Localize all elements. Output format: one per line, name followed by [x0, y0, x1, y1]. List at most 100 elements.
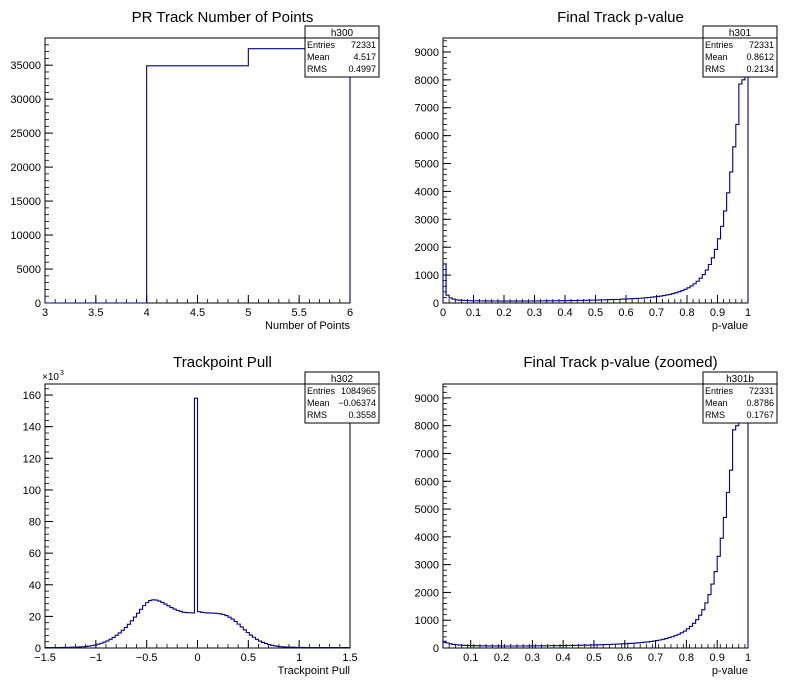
- y-tick-label: 8000: [415, 75, 439, 87]
- x-tick-label: 0.1: [463, 652, 478, 664]
- x-axis-label: Number of Points: [265, 320, 350, 332]
- stats-box-name: h301: [729, 28, 752, 39]
- y-tick-label: 100: [23, 485, 41, 497]
- y-tick-label: 5000: [17, 264, 41, 276]
- x-tick-label: −1: [90, 652, 103, 664]
- chart-title: PR Track Number of Points: [132, 9, 314, 26]
- x-tick-label: 0.3: [527, 307, 542, 319]
- y-tick-label: 6000: [415, 476, 439, 488]
- y-tick-label: 9000: [415, 47, 439, 59]
- stats-label: Mean: [307, 398, 330, 408]
- x-tick-label: 3.5: [88, 307, 103, 319]
- x-tick-label: 0.2: [494, 652, 509, 664]
- y-tick-label: 15000: [10, 196, 41, 208]
- x-tick-label: 6: [347, 307, 353, 319]
- stats-value: 0.8612: [746, 52, 774, 62]
- y-tick-label: 3000: [415, 560, 439, 572]
- x-tick-label: 0.7: [648, 652, 663, 664]
- stats-value: 72331: [749, 40, 774, 50]
- stats-label: RMS: [705, 64, 725, 74]
- y-tick-label: 2000: [415, 587, 439, 599]
- histogram-line: [44, 397, 351, 649]
- y-tick-label: 0: [35, 643, 41, 655]
- y-tick-label: 140: [23, 422, 41, 434]
- y-tick-label: 5000: [415, 504, 439, 516]
- stats-value: 1084965: [341, 386, 376, 396]
- y-tick-label: 30000: [10, 94, 41, 106]
- y-tick-label: 10000: [10, 230, 41, 242]
- y-tick-label: 7000: [415, 103, 439, 115]
- y-axis-multiplier-exponent: 3: [60, 370, 64, 377]
- x-tick-label: 0.7: [649, 307, 664, 319]
- x-tick-label: 0.5: [588, 307, 603, 319]
- chart-title: Final Track p-value: [557, 9, 684, 26]
- x-tick-label: 0.6: [618, 307, 633, 319]
- x-tick-label: 0.9: [710, 307, 725, 319]
- x-tick-label: 5.5: [292, 307, 307, 319]
- stats-value: 0.8786: [746, 398, 774, 408]
- histogram-panel-2: Final Track p-value 0 0.1 0.2 0.3 0.4 0.5 0.6 0.…: [415, 9, 778, 332]
- x-tick-label: 0.1: [466, 307, 481, 319]
- histogram-panel-1: PR Track Number of Points 3 3.5 4 4.5 5 5.5 6 0 5…: [10, 9, 380, 332]
- stats-box-name: h300: [331, 28, 354, 39]
- x-tick-label: 1: [745, 307, 751, 319]
- y-tick-label: 120: [23, 453, 41, 465]
- y-tick-label: 5000: [415, 159, 439, 171]
- y-tick-label: 60: [29, 548, 41, 560]
- x-tick-label: 0.4: [556, 652, 571, 664]
- x-tick-label: 0.9: [710, 652, 725, 664]
- y-tick-label: 4000: [415, 532, 439, 544]
- x-tick-label: 0.4: [557, 307, 572, 319]
- y-tick-label: 25000: [10, 128, 41, 140]
- stats-value: 0.4997: [348, 64, 376, 74]
- x-tick-label: 0.6: [617, 652, 632, 664]
- y-tick-label: 160: [23, 390, 41, 402]
- plot-frame: [44, 37, 351, 304]
- chart-title: Final Track p-value (zoomed): [523, 354, 717, 371]
- stats-box-frame: [304, 371, 380, 424]
- x-tick-label: 0.3: [525, 652, 540, 664]
- y-tick-label: 6000: [415, 131, 439, 143]
- y-tick-label: 2000: [415, 242, 439, 254]
- x-tick-label: 0.2: [496, 307, 511, 319]
- histogram-line: [442, 411, 749, 648]
- x-tick-label: 0.8: [679, 307, 694, 319]
- stats-value: 0.3558: [348, 410, 376, 420]
- y-tick-label: 4000: [415, 186, 439, 198]
- y-tick-label: 0: [35, 298, 41, 310]
- x-tick-label: 1.5: [342, 652, 357, 664]
- stats-box-name: h302: [331, 374, 354, 385]
- stats-box-name: h301b: [726, 374, 754, 385]
- stats-label: Mean: [705, 52, 728, 62]
- stats-label: Mean: [705, 398, 728, 408]
- stats-box-frame: [702, 25, 778, 78]
- x-tick-label: 4: [144, 307, 150, 319]
- x-tick-label: 1: [745, 652, 751, 664]
- x-axis-label: Trackpoint Pull: [278, 665, 350, 677]
- stats-value: −0.06374: [338, 398, 376, 408]
- stats-label: RMS: [307, 410, 327, 420]
- y-tick-label: 80: [29, 517, 41, 529]
- y-tick-label: 8000: [415, 421, 439, 433]
- x-tick-label: 3: [42, 307, 48, 319]
- stats-box-frame: [702, 371, 778, 424]
- x-tick-label: 0.8: [679, 652, 694, 664]
- y-tick-label: 9000: [415, 393, 439, 405]
- y-axis-multiplier: ×10: [42, 372, 59, 383]
- stats-box-frame: [304, 25, 380, 78]
- plot-frame: [442, 37, 749, 304]
- y-tick-label: 0: [433, 643, 439, 655]
- stats-value: 0.1767: [746, 410, 774, 420]
- x-axis-label: p-value: [712, 665, 748, 677]
- y-tick-label: 3000: [415, 214, 439, 226]
- x-tick-label: −1.5: [34, 652, 56, 664]
- stats-label: RMS: [307, 64, 327, 74]
- plot-frame: [442, 383, 749, 649]
- x-tick-label: 1: [296, 652, 302, 664]
- y-tick-label: 1000: [415, 270, 439, 282]
- stats-label: Entries: [307, 386, 336, 396]
